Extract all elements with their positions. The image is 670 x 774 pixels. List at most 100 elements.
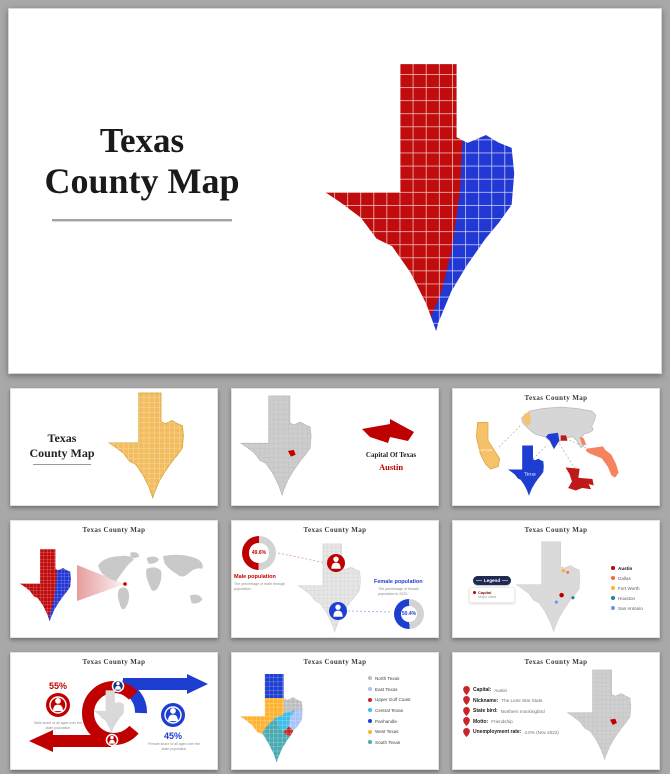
- legend-item-east-texas: East Texas: [368, 684, 411, 695]
- austin-dot-icon: [611, 566, 615, 570]
- slide7-figure: [29, 674, 208, 752]
- east-texas-dot-icon: [368, 687, 372, 692]
- thumbnail-slide-6[interactable]: Texas County Map Legend Capital Major ci…: [452, 520, 660, 638]
- slide9-travis-county: [610, 718, 617, 725]
- svg-text:Texas: Texas: [524, 472, 535, 477]
- slide5-female-label: Female population: [374, 579, 423, 585]
- slide1-title: Texas County Map: [19, 431, 105, 465]
- fact-nickname: Nickname: The Lone Star State: [463, 696, 559, 707]
- slide5-male-donut: 49.6%: [242, 536, 276, 570]
- slide2-texas-map: [240, 395, 312, 496]
- thumbnail-slide-4[interactable]: Texas County Map: [10, 520, 218, 638]
- slide7-right-pct: 45%: [163, 731, 182, 741]
- slide1-title-underline: [33, 464, 91, 465]
- slide2-caption-label: Capital Of Texas: [365, 451, 417, 459]
- slide7-female-badge-icon: [161, 703, 185, 727]
- fort-worth-dot-icon: [611, 586, 615, 590]
- fact-capital: Capital: Austin: [463, 685, 559, 696]
- slide5-female-marker-icon: [329, 602, 347, 620]
- thumbnail-slide-1[interactable]: Texas County Map: [10, 388, 218, 506]
- central-texas-dot-icon: [368, 708, 372, 713]
- slide2-travis-county: [288, 449, 296, 457]
- pin-icon: [463, 706, 470, 716]
- slide7-male-badge-icon: [46, 693, 70, 717]
- slide2-arrow-icon: [362, 419, 414, 443]
- slide4-texas-location-dot: [123, 582, 127, 586]
- legend-item-dallas: Dallas: [611, 573, 643, 583]
- slide3-florida-shape: [586, 446, 619, 478]
- slide5-figure: [277, 543, 393, 633]
- slide9-title: Texas County Map: [524, 658, 588, 666]
- thumbnail-slide-8[interactable]: Texas County Map North Texas East Texas: [231, 652, 439, 770]
- pin-icon: [463, 696, 470, 706]
- slide6-dot-fort-worth: [561, 568, 566, 573]
- slide7-right-desc: Female share of all ages over the state …: [148, 742, 200, 751]
- hero-slide[interactable]: Texas County Map: [8, 8, 662, 374]
- thumbnail-slide-2[interactable]: Capital Of Texas Austin: [231, 388, 439, 506]
- pin-icon: [463, 717, 470, 727]
- pin-icon: [463, 727, 470, 737]
- slide3-louisiana-shape: [565, 467, 594, 491]
- houston-dot-icon: [611, 596, 615, 600]
- south-texas-dot-icon: [368, 740, 372, 745]
- legend-item-south-texas: South Texas: [368, 737, 411, 748]
- slide6-texas-map: [515, 541, 581, 633]
- slide6-city-legend: Austin Dallas Fort Worth Houston San Ant…: [611, 563, 643, 613]
- slide3-us-map: [521, 406, 597, 450]
- slide7-node-bottom-icon: [105, 733, 119, 747]
- svg-text:California: California: [479, 448, 493, 452]
- slide3-states-figure: California Texas: [475, 406, 619, 497]
- slide4-beam: [77, 565, 125, 601]
- slide7-left-arrow: [29, 730, 53, 752]
- slide4-title: Texas County Map: [82, 526, 146, 534]
- pin-icon: [463, 685, 470, 695]
- slide5-male-label: Male population: [234, 574, 276, 580]
- slide5-male-pct: 49.6%: [251, 550, 267, 556]
- slide5-male-marker-icon: [327, 554, 345, 572]
- thumbnail-slide-9[interactable]: Texas County Map Capital: Austin Nicknam…: [452, 652, 660, 770]
- fact-motto: Motto: Friendship: [463, 717, 559, 728]
- slide5-male-desc: The percentage of male through populatio…: [234, 582, 286, 591]
- slide8-region-legend: North Texas East Texas Upper Gulf Coast …: [368, 673, 411, 748]
- slide3-texas-shape: Texas: [507, 445, 544, 497]
- slide7-title: Texas County Map: [82, 658, 146, 666]
- slide1-title-line2: County Map: [29, 446, 95, 460]
- slide7-right-arrow: [187, 674, 208, 694]
- west-texas-dot-icon: [368, 729, 372, 734]
- hero-title-line1: Texas: [99, 121, 185, 160]
- legend-item-panhandle: Panhandle: [368, 716, 411, 727]
- slide7-node-top-icon: [111, 679, 125, 693]
- legend-item-fort-worth: Fort Worth: [611, 583, 643, 593]
- slide-thumbnails-grid: Texas County Map Capital Of Texas Austin…: [10, 388, 660, 770]
- upper-gulf-coast-dot-icon: [368, 697, 372, 702]
- slide6-legend-badge-label: Legend: [483, 578, 501, 583]
- slide6-legend-cities: Major cities: [478, 595, 497, 599]
- thumbnail-slide-5[interactable]: Texas County Map 49.6% Male population T…: [231, 520, 439, 638]
- hero-title: Texas County Map: [27, 121, 257, 221]
- slide6-capital-dot-icon: [473, 591, 476, 594]
- dallas-dot-icon: [611, 576, 615, 580]
- slide6-legend-capital: Capital: [478, 590, 492, 595]
- slide2-caption-value: Austin: [378, 462, 404, 472]
- slide7-left-desc: Male share of all ages over the state po…: [34, 721, 82, 730]
- slide9-facts-list: Capital: Austin Nickname: The Lone Star …: [463, 685, 559, 738]
- slide6-dot-houston: [571, 596, 575, 600]
- legend-item-upper-gulf-coast: Upper Gulf Coast: [368, 694, 411, 705]
- legend-item-san-antonio: San Antonio: [611, 603, 643, 613]
- legend-item-north-texas: North Texas: [368, 673, 411, 684]
- slide8-title: Texas County Map: [303, 658, 367, 666]
- legend-item-central-texas: Central Texas: [368, 705, 411, 716]
- slide1-title-line1: Texas: [47, 431, 77, 445]
- slide5-female-desc: The percentage of female population in 2…: [378, 587, 419, 596]
- hero-texas-county-map: [322, 62, 517, 335]
- panhandle-dot-icon: [368, 719, 372, 724]
- thumbnail-slide-3[interactable]: Texas County Map California Texas: [452, 388, 660, 506]
- hero-title-line2: County Map: [44, 161, 240, 202]
- slide6-dot-san-antonio: [554, 600, 558, 604]
- slide6-legend-badge: Legend: [473, 576, 511, 585]
- slide5-title: Texas County Map: [303, 526, 367, 534]
- thumbnail-slide-7[interactable]: Texas County Map: [10, 652, 218, 770]
- slide5-female-pct: 50.4%: [401, 611, 417, 617]
- slide1-texas-map: [108, 392, 184, 499]
- slide6-title: Texas County Map: [524, 526, 588, 534]
